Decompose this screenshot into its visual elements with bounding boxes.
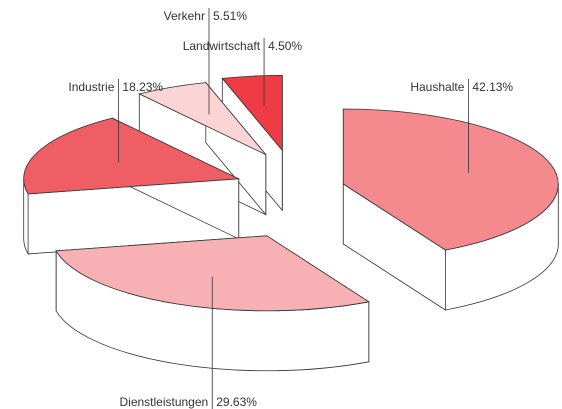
value-label: 42.13% xyxy=(472,80,513,94)
slice-label: Haushalte xyxy=(410,80,464,94)
slice-label: Verkehr xyxy=(164,9,205,23)
slice xyxy=(342,108,559,251)
value-label: 29.63% xyxy=(216,395,257,409)
slice xyxy=(221,74,283,152)
slice xyxy=(55,235,370,312)
slice-label: Industrie xyxy=(68,80,114,94)
value-label: 18.23% xyxy=(122,80,163,94)
value-label: 4.50% xyxy=(268,39,302,53)
slice-label: Landwirtschaft xyxy=(183,39,261,53)
slice xyxy=(23,117,241,195)
slice-label: Dienstleistungen xyxy=(119,395,208,409)
slice xyxy=(138,82,267,155)
value-label: 5.51% xyxy=(213,9,247,23)
